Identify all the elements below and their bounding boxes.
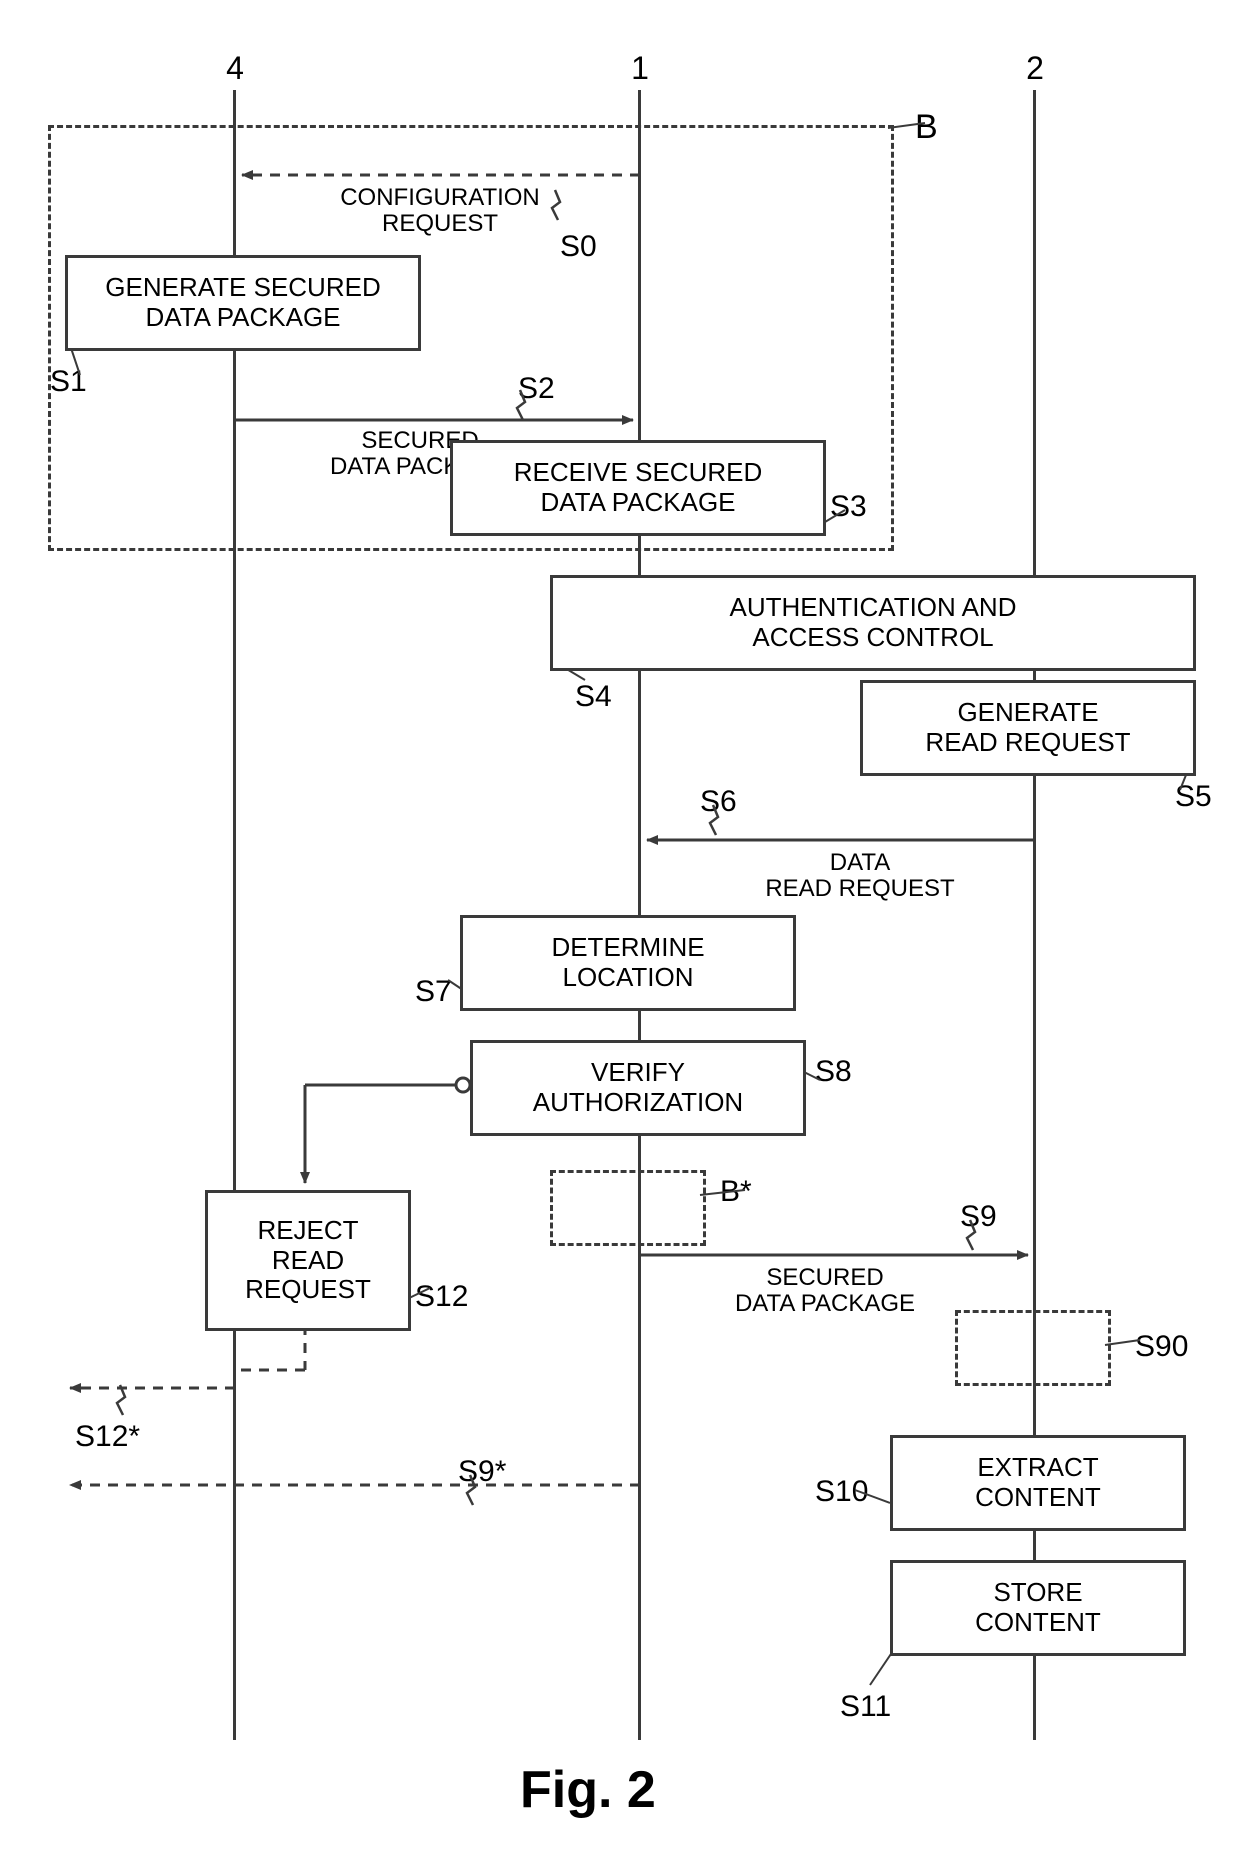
box-s4: AUTHENTICATION ANDACCESS CONTROL (550, 575, 1196, 671)
msg-s6-label: DATAREAD REQUEST (740, 850, 980, 903)
label-s5: S5 (1175, 780, 1212, 814)
label-s1: S1 (50, 365, 87, 399)
box-s10: EXTRACTCONTENT (890, 1435, 1186, 1531)
box-s3: RECEIVE SECUREDDATA PACKAGE (450, 440, 826, 536)
label-s7: S7 (415, 975, 452, 1009)
label-s11: S11 (840, 1690, 891, 1724)
box-s11: STORECONTENT (890, 1560, 1186, 1656)
label-b: B (915, 108, 938, 147)
diagram-canvas: 4 1 2 GENERATE SECUREDDATA PACKAGE RECEI… (20, 20, 1220, 1855)
lifeline-label-4: 4 (226, 50, 244, 87)
box-s8: VERIFYAUTHORIZATION (470, 1040, 806, 1136)
label-s4: S4 (575, 680, 612, 714)
box-bstar (550, 1170, 706, 1246)
lifeline-label-2: 2 (1026, 50, 1044, 87)
label-s3: S3 (830, 490, 867, 524)
box-s5: GENERATEREAD REQUEST (860, 680, 1196, 776)
label-s0: S0 (560, 230, 597, 264)
box-s7: DETERMINELOCATION (460, 915, 796, 1011)
label-s12s: S12* (75, 1420, 140, 1454)
msg-s0-label: CONFIGURATIONREQUEST (300, 185, 580, 238)
label-s2: S2 (518, 372, 555, 406)
msg-s9-label: SECUREDDATA PACKAGE (705, 1265, 945, 1318)
label-s6: S6 (700, 785, 737, 819)
label-s90: S90 (1135, 1330, 1188, 1364)
label-s9: S9 (960, 1200, 997, 1234)
label-bstar: B* (720, 1175, 752, 1209)
label-s10: S10 (815, 1475, 868, 1509)
lifeline-label-1: 1 (631, 50, 649, 87)
label-s12: S12 (415, 1280, 468, 1314)
figure-label: Fig. 2 (520, 1760, 656, 1820)
box-s12: REJECTREADREQUEST (205, 1190, 411, 1331)
box-s1: GENERATE SECUREDDATA PACKAGE (65, 255, 421, 351)
box-s90 (955, 1310, 1111, 1386)
label-s8: S8 (815, 1055, 852, 1089)
label-s9s: S9* (458, 1455, 506, 1489)
